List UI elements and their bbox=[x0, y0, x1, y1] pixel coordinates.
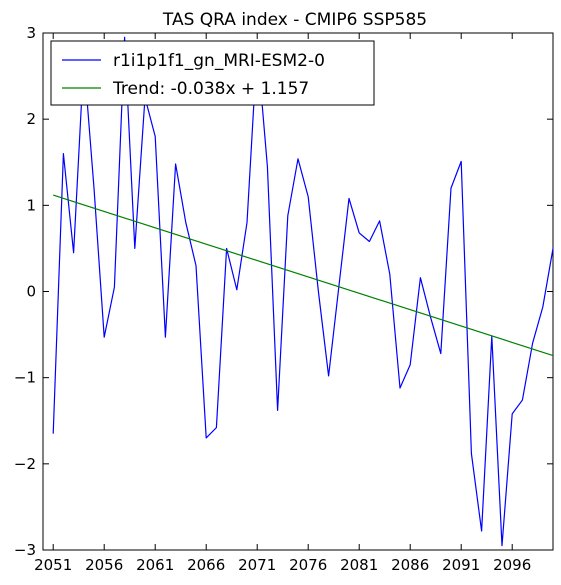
y-tick-label: 3 bbox=[26, 24, 36, 42]
series-lines bbox=[52, 36, 554, 547]
x-tick-label: 2071 bbox=[238, 556, 276, 574]
x-tick-label: 2051 bbox=[34, 556, 72, 574]
series-line-model bbox=[52, 36, 554, 547]
plot-area bbox=[42, 32, 554, 551]
legend-box bbox=[50, 40, 375, 106]
y-tick-label: 1 bbox=[26, 196, 36, 214]
y-tick-label: −3 bbox=[14, 541, 36, 559]
y-tick-label: −2 bbox=[14, 455, 36, 473]
y-tick-label: 2 bbox=[26, 110, 36, 128]
x-tick-label: 2056 bbox=[85, 556, 123, 574]
x-tick-label: 2096 bbox=[493, 556, 531, 574]
x-tick-label: 2076 bbox=[289, 556, 327, 574]
x-tick-label: 2086 bbox=[391, 556, 429, 574]
series-line-trend bbox=[53, 194, 554, 357]
x-tick-label: 2061 bbox=[136, 556, 174, 574]
axis-ticks: 2051 2056 2061 2066 2071 2076 2081 2086 2091 2096… bbox=[14, 24, 553, 574]
x-tick-label: 2066 bbox=[187, 556, 225, 574]
x-tick-label: 2081 bbox=[340, 556, 378, 574]
x-tick-label: 2091 bbox=[442, 556, 480, 574]
legend: r1i1p1f1_gn_MRI-ESM2-0 Trend: -0.038x + … bbox=[50, 40, 375, 106]
y-tick-label: −1 bbox=[14, 369, 36, 387]
legend-label-model: r1i1p1f1_gn_MRI-ESM2-0 bbox=[113, 51, 325, 71]
legend-label-trend: Trend: -0.038x + 1.157 bbox=[112, 79, 309, 99]
chart-title: TAS QRA index - CMIP6 SSP585 bbox=[162, 10, 427, 30]
y-tick-label: 0 bbox=[26, 283, 36, 301]
